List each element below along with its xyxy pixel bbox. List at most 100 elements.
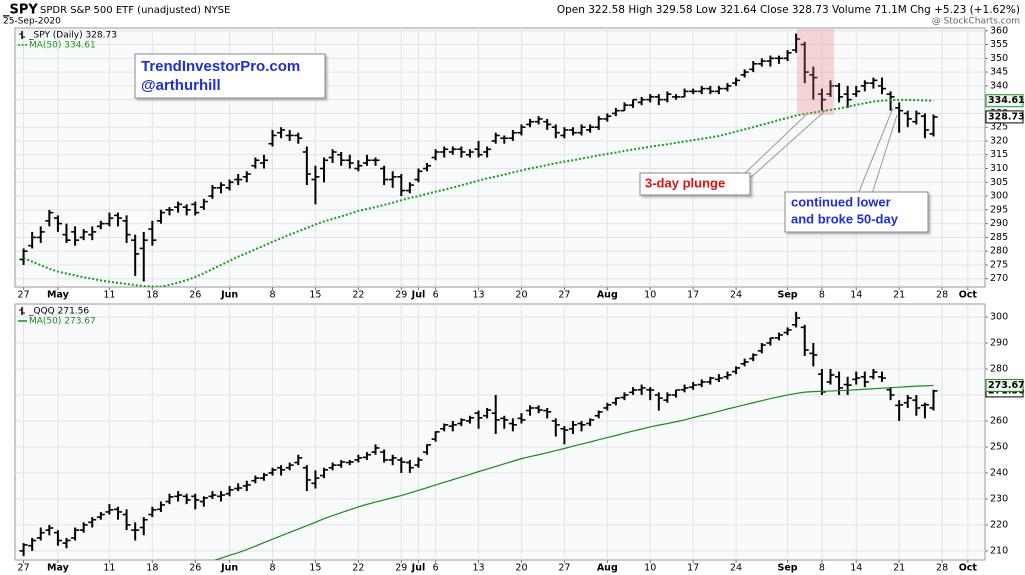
note-box [784, 191, 929, 233]
x-tick-label: 15 [309, 563, 321, 574]
x-tick-label: Oct [959, 290, 978, 301]
x-tick-label: 29 [395, 563, 407, 574]
x-tick-label: Sep [778, 290, 798, 301]
y-tick-label: 275 [990, 259, 1008, 270]
brand-box [134, 53, 326, 99]
x-tick-label: 20 [515, 290, 527, 301]
symbol: _SPY [3, 3, 38, 18]
x-tick-label: Jul [411, 290, 426, 301]
y-tick-label: 230 [990, 493, 1008, 504]
price-tag-label: 273.67 [988, 380, 1025, 391]
y-tick-label: 300 [990, 311, 1008, 322]
x-tick-label: 10 [644, 290, 656, 301]
x-tick-label: 28 [936, 563, 948, 574]
source: @ StockCharts.com [932, 17, 1020, 27]
y-tick-label: 290 [990, 218, 1008, 229]
x-tick-label: 18 [146, 563, 158, 574]
x-tick-label: 27 [18, 290, 30, 301]
panel: 21022023024025026027028029030027May11182… [14, 303, 1025, 574]
connector [747, 109, 827, 181]
x-tick-label: 11 [103, 290, 115, 301]
y-tick-label: 280 [990, 363, 1008, 374]
y-tick-label: 345 [990, 67, 1008, 78]
y-tick-label: 290 [990, 337, 1008, 348]
plot [19, 33, 938, 287]
security-name: SPDR S&P 500 ETF (unadjusted) NYSE [40, 5, 230, 16]
connector [871, 114, 898, 195]
x-tick-label: 13 [472, 290, 484, 301]
price-tag-label: 328.73 [988, 111, 1025, 122]
x-tick-label: 6 [433, 290, 439, 301]
x-tick-label: 22 [352, 290, 364, 301]
price-tag [985, 378, 1024, 392]
y-tick-label: 240 [990, 467, 1008, 478]
y-tick-label: 220 [990, 519, 1008, 530]
connector [741, 112, 809, 177]
x-tick-label: 15 [309, 290, 321, 301]
x-tick-label: 29 [395, 290, 407, 301]
x-tick-label: 21 [893, 563, 905, 574]
price-tag [985, 110, 1024, 124]
price-tag-label: 334.61 [988, 95, 1025, 106]
x-tick-label: 22 [352, 563, 364, 574]
x-tick-label: 8 [269, 563, 275, 574]
note-text: continued lower [791, 194, 891, 209]
brand-text: @arthurhill [141, 77, 221, 94]
y-tick-label: 325 [990, 122, 1008, 133]
legend-label: MA(50) 334.61 [29, 41, 96, 51]
x-tick-label: Jun [220, 563, 238, 574]
x-tick-label: 13 [472, 563, 484, 574]
y-tick-label: 280 [990, 246, 1008, 257]
x-tick-label: 27 [18, 563, 30, 574]
x-tick-label: May [47, 563, 70, 574]
x-tick-label: 28 [936, 290, 948, 301]
y-tick-label: 295 [990, 204, 1008, 215]
legend-label: MA(50) 273.67 [29, 317, 96, 327]
y-tick-label: 285 [990, 232, 1008, 243]
x-tick-label: 17 [687, 290, 699, 301]
brand-text: TrendInvestorPro.com [141, 58, 300, 75]
x-tick-label: Jun [220, 290, 238, 301]
x-tick-label: 14 [850, 563, 862, 574]
x-tick-label: 24 [730, 290, 742, 301]
note-text: and broke 50-day [791, 211, 899, 226]
x-tick-label: 8 [819, 563, 825, 574]
connector [857, 107, 894, 195]
layers: 2702752802852902953003053103153203253303… [14, 25, 1025, 574]
y-tick-label: 340 [990, 80, 1008, 91]
y-tick-label: 305 [990, 177, 1008, 188]
legend-label: _QQQ 271.56 [28, 307, 89, 317]
y-tick-label: 315 [990, 149, 1008, 160]
x-tick-label: Aug [597, 290, 618, 301]
x-tick-label: 6 [433, 563, 439, 574]
x-tick-label: 18 [146, 290, 158, 301]
moving-average [23, 98, 934, 287]
x-tick-label: 26 [189, 563, 201, 574]
y-tick-label: 250 [990, 441, 1008, 452]
y-tick-label: 310 [990, 163, 1008, 174]
y-tick-label: 350 [990, 53, 1008, 64]
note-text: 3-day plunge [645, 175, 725, 190]
x-tick-label: 26 [189, 290, 201, 301]
annotations: TrendInvestorPro.com @arthurhill 3-day p… [134, 29, 929, 233]
plot-area [14, 303, 986, 561]
y-tick-label: 360 [990, 25, 1008, 36]
note-box [639, 172, 751, 196]
price-tag [985, 94, 1024, 108]
x-tick-label: 27 [558, 563, 570, 574]
x-tick-label: 20 [515, 563, 527, 574]
x-tick-label: 11 [103, 563, 115, 574]
legend-label: _SPY (Daily) 328.73 [28, 31, 117, 41]
x-tick-label: 8 [269, 290, 275, 301]
x-tick-label: 14 [850, 290, 862, 301]
x-tick-label: Sep [778, 563, 798, 574]
y-tick-label: 355 [990, 39, 1008, 50]
x-tick-label: May [47, 290, 70, 301]
y-tick-label: 320 [990, 135, 1008, 146]
x-tick-label: Oct [959, 563, 978, 574]
quote: Open 322.58 High 329.58 Low 321.64 Close… [557, 4, 1020, 16]
y-tick-label: 260 [990, 415, 1008, 426]
